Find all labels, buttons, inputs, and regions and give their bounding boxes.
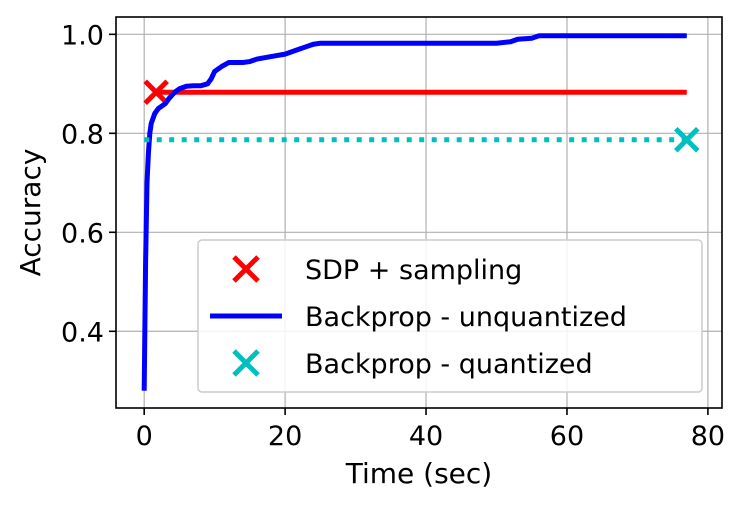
x-marker-stroke [673,126,700,153]
legend-item-unquantized: Backprop - unquantized [210,302,627,333]
x-tick-label: 20 [268,421,302,452]
x-tick-label: 40 [409,421,443,452]
x-tick-label: 0 [136,421,153,452]
legend-label: Backprop - quantized [305,349,593,380]
y-tick-label: 0.8 [61,119,104,150]
x-marker-stroke [143,79,169,105]
legend-item-quantized: Backprop - quantized [232,349,593,380]
x-marker-stroke [232,255,260,283]
series-marker-quantized [673,126,700,153]
y-tick-label: 1.0 [61,20,104,51]
y-tick-label: 0.6 [61,218,104,249]
series-line-unquantized [141,33,687,391]
plot-frame [115,16,723,409]
x-axis-label: Time (sec) [345,457,492,490]
legend-label: Backprop - unquantized [305,302,627,333]
legend-box [197,239,703,393]
axis-ticks: 0 20 40 60 80 0.4 0.6 0.8 1.0 [61,20,725,452]
legend: SDP + sampling Backprop - unquantized Back… [197,239,703,393]
legend-label: SDP + sampling [305,255,522,286]
legend-marker-quantized [232,349,260,377]
legend-item-sdp: SDP + sampling [232,255,522,286]
series-layer [141,33,700,391]
x-tick-label: 80 [691,421,725,452]
x-tick-label: 60 [550,421,584,452]
x-marker-stroke [232,349,260,377]
legend-marker-sdp [232,255,260,283]
y-tick-label: 0.4 [61,317,104,348]
y-axis-label: Accuracy [14,149,47,277]
series-marker-sdp [143,79,169,105]
